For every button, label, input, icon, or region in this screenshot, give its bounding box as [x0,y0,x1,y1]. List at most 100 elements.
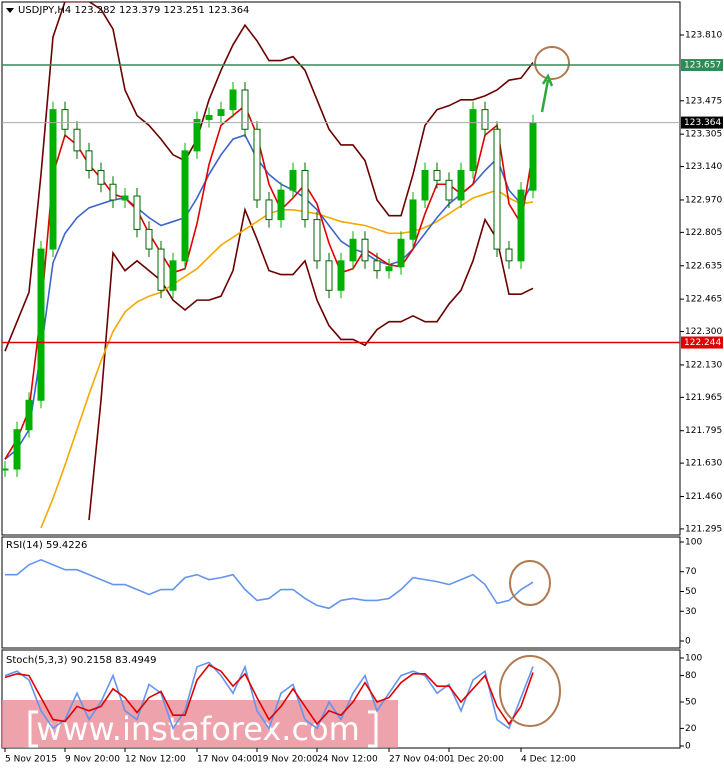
candle [37,248,45,401]
indicator-line [4,104,534,460]
candle [229,89,237,111]
menu-arrow [6,8,14,13]
candle [481,109,489,130]
candle [109,183,117,201]
candle [25,399,33,431]
candle [85,150,93,172]
candle [2,468,9,471]
candle [97,170,105,185]
y-tick-label: 122.300 [685,327,722,337]
candle [373,260,381,272]
y-tick-label: 122.130 [685,360,722,370]
candle [241,89,249,130]
y-tick-label: 100 [685,654,702,664]
level-box [681,59,723,72]
watermark-band [2,700,398,748]
candle [397,238,405,268]
candle [361,238,369,262]
candle [301,170,309,221]
annotation-circle [499,655,561,727]
candle [193,118,201,152]
rsi-line [5,558,534,610]
candle [493,128,501,250]
y-tick-label: 100 [685,538,702,548]
candle [121,195,129,201]
y-tick-label: 20 [685,724,697,734]
candle [265,199,273,221]
level-box [681,336,723,349]
x-tick-label: 4 Dec 12:00 [521,755,576,765]
candle [13,429,21,470]
x-tick-label: 24 Nov 12:00 [317,755,378,765]
y-tick-label: 50 [685,587,697,597]
candle [181,150,189,262]
level-box [681,116,723,129]
y-tick-label: 80 [685,671,697,681]
y-tick-label: 30 [685,607,697,617]
candle [253,128,261,201]
stoch-label: Stoch(5,3,3) 90.2158 83.4949 [6,655,157,666]
header: USDJPY,H4 123.282 123.379 123.251 123.36… [18,5,249,16]
candle [277,189,285,221]
indicator-line [40,189,534,529]
indicator-line [4,2,534,352]
candle [457,170,465,201]
x-tick-label: 12 Nov 12:00 [125,755,186,765]
y-tick-label: 123.305 [685,130,722,140]
rsi-label: RSI(14) 59.4226 [6,540,87,551]
candle [61,109,69,130]
y-tick-label: 122.465 [685,295,722,305]
indicator-line [4,134,534,460]
y-tick-label: 122.805 [685,228,722,238]
watermark: www.instaforex.com [36,710,360,748]
candle [421,170,429,201]
level-label: 122.244 [684,338,721,348]
y-tick-label: 123.810 [685,30,722,40]
y-tick-label: 122.970 [685,195,722,205]
y-tick-label: 70 [685,567,697,577]
y-tick-label: 50 [685,698,697,708]
candle [349,238,357,262]
x-tick-label: 1 Dec 20:00 [449,755,504,765]
y-tick-label: 0 [685,742,691,752]
candle [169,260,177,291]
annotation-circle [534,46,570,80]
candle [73,128,81,152]
y-tick-label: 123.475 [685,96,722,106]
candle [157,248,165,291]
candle [217,109,225,117]
annotation-arrow [540,73,554,113]
candle [205,115,213,120]
x-tick-label: 5 Nov 2015 [5,755,57,765]
y-tick-label: 121.630 [685,459,722,469]
candle [289,170,297,191]
watermark-brackets [28,710,378,748]
main-panel [1,1,681,536]
candle [517,189,525,262]
candle [313,219,321,262]
rsi-panel [1,536,681,649]
candle [49,109,57,250]
level-label: 123.657 [684,61,721,71]
x-tick-label: 27 Nov 04:00 [389,755,450,765]
y-tick-label: 121.965 [685,393,722,403]
x-tick-label: 17 Nov 04:00 [197,755,258,765]
candle [409,199,417,240]
candle [505,248,513,262]
candle [529,122,537,191]
y-tick-label: 123.140 [685,162,722,172]
y-tick-label: 121.295 [685,524,722,534]
y-tick-label: 122.635 [685,261,722,271]
y-tick-label: 0 [685,637,691,647]
y-tick-label: 121.795 [685,426,722,436]
y-tick-label: 121.460 [685,492,722,502]
indicator-line [88,207,534,521]
candle [385,266,393,272]
candle [133,195,141,230]
stoch-line [4,661,534,731]
candle [445,179,453,201]
x-tick-label: 19 Nov 20:00 [257,755,318,765]
candle [337,260,345,291]
level-label: 123.364 [684,118,721,128]
